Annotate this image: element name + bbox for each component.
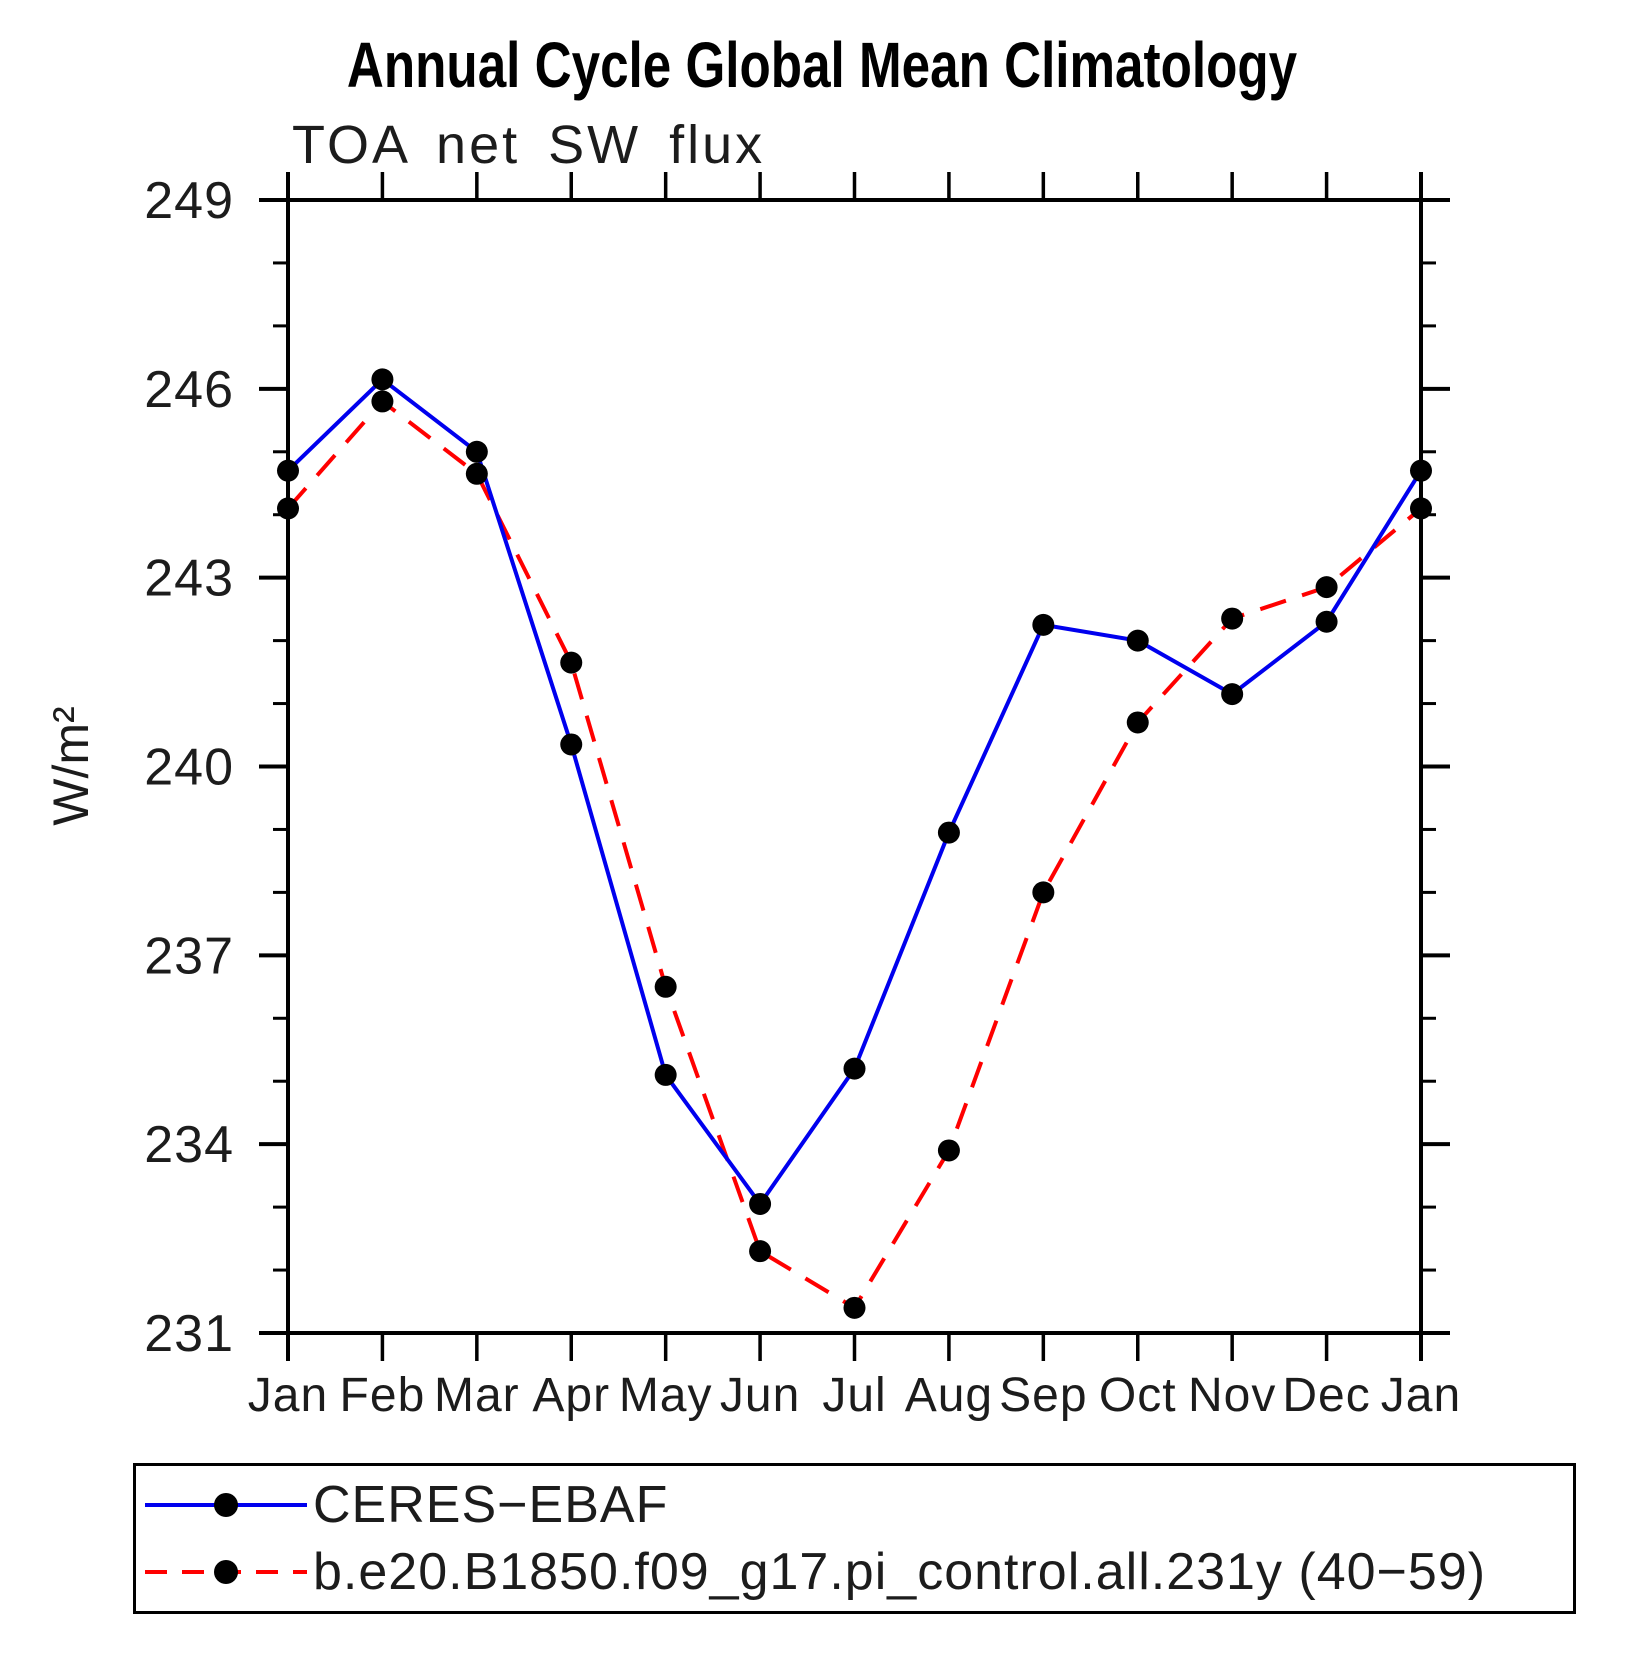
y-axis-tick-labels: 231 234 237 240 243 246 249: [144, 172, 234, 1363]
data-point-marker: [1126, 629, 1149, 652]
data-point-marker: [560, 733, 583, 756]
legend-label: CERES−EBAF: [313, 1476, 669, 1534]
data-point-marker: [277, 459, 299, 482]
y-tick-label: 237: [144, 927, 234, 985]
data-point-marker: [465, 440, 488, 463]
data-point-marker: [843, 1057, 866, 1080]
data-point-marker: [1410, 497, 1432, 520]
chart-subtitle: TOA net SW flux: [292, 115, 766, 175]
data-point-marker: [937, 1139, 960, 1162]
x-tick-label: Jan: [1381, 1369, 1461, 1422]
data-point-marker: [654, 975, 677, 998]
data-point-marker: [937, 821, 960, 844]
y-tick-label: 246: [144, 361, 234, 419]
x-tick-label: Feb: [340, 1369, 426, 1422]
legend-item: CERES−EBAF: [136, 1472, 1573, 1539]
chart-title-text: Annual Cycle Global Mean Climatology: [346, 29, 1298, 101]
y-tick-label: 231: [144, 1305, 234, 1363]
axis-ticks: [259, 172, 1450, 1361]
data-point-marker: [1315, 610, 1338, 633]
legend-item: b.e20.B1850.f09_g17.pi_control.all.231y …: [136, 1539, 1573, 1606]
y-tick-label: 240: [144, 739, 234, 797]
y-axis-title: W/m²: [43, 706, 99, 825]
data-point-marker: [1221, 683, 1244, 706]
x-tick-label: Dec: [1282, 1369, 1370, 1422]
data-point-marker: [1221, 607, 1244, 630]
data-point-marker: [1032, 613, 1055, 636]
series-line-model: [286, 398, 1423, 1311]
x-tick-label: Aug: [905, 1369, 993, 1422]
data-point-marker: [277, 497, 299, 520]
legend-label: b.e20.B1850.f09_g17.pi_control.all.231y …: [313, 1543, 1487, 1601]
data-point-marker: [465, 462, 488, 485]
x-tick-label: Jul: [822, 1369, 886, 1422]
plot-frame: [260, 172, 1449, 1361]
legend-marker-icon: [214, 1493, 238, 1517]
legend-marker-icon: [214, 1560, 238, 1584]
chart-title: Annual Cycle Global Mean Climatology: [228, 28, 1416, 102]
x-tick-label: May: [619, 1369, 713, 1422]
y-tick-label: 243: [144, 550, 234, 608]
legend-line-sample: [145, 1493, 307, 1517]
x-tick-label: Sep: [999, 1369, 1087, 1422]
series-line-obs: [286, 376, 1423, 1208]
data-point-marker: [1410, 459, 1432, 482]
data-point-marker: [1315, 576, 1338, 599]
x-tick-label: Nov: [1188, 1369, 1276, 1422]
x-tick-label: Mar: [434, 1369, 520, 1422]
series-markers: [277, 368, 1432, 1319]
data-point-marker: [371, 368, 394, 391]
x-tick-label: Apr: [532, 1369, 610, 1422]
y-tick-label: 234: [144, 1116, 234, 1174]
data-point-marker: [371, 390, 394, 413]
x-axis-tick-labels: Jan Feb Mar Apr May Jun Jul Aug Sep Oct Nov Dec Jan: [248, 1369, 1461, 1422]
data-point-marker: [749, 1192, 772, 1215]
x-tick-label: Jan: [248, 1369, 328, 1422]
x-tick-label: Jun: [720, 1369, 800, 1422]
legend-line-sample: [145, 1560, 307, 1584]
data-point-marker: [1032, 881, 1055, 904]
x-tick-label: Oct: [1099, 1369, 1177, 1422]
data-point-marker: [843, 1296, 866, 1319]
legend: CERES−EBAF b.e20.B1850.f09_g17.pi_contro…: [133, 1463, 1576, 1614]
data-point-marker: [654, 1063, 677, 1086]
y-tick-label: 249: [144, 172, 234, 230]
data-point-marker: [560, 651, 583, 674]
series-lines: [286, 376, 1423, 1311]
data-point-marker: [1126, 711, 1149, 734]
data-point-marker: [749, 1240, 772, 1263]
